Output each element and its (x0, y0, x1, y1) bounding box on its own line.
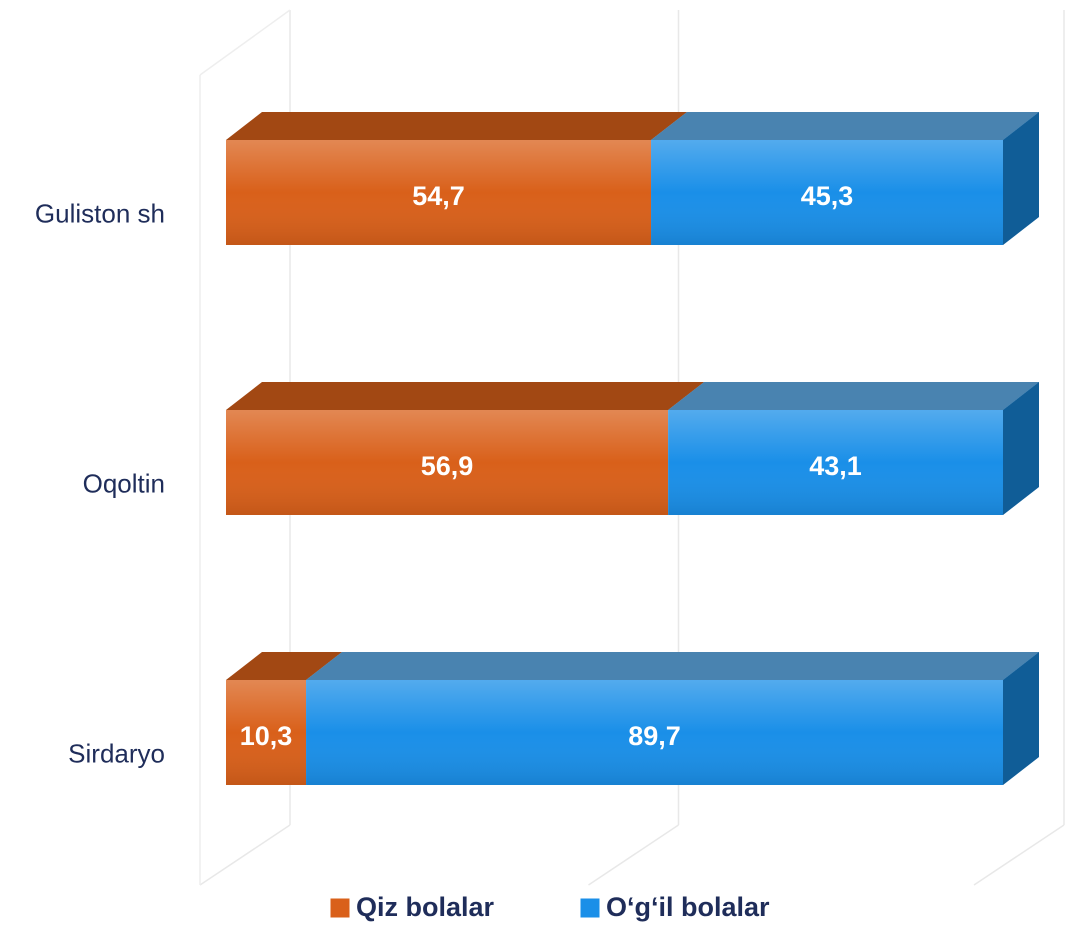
value-label: 56,9 (421, 451, 474, 481)
category-label: Oqoltin (83, 468, 165, 498)
value-label: 10,3 (240, 721, 293, 751)
bar-shade (306, 680, 1003, 785)
bar-top (226, 112, 688, 140)
bar-side-shade (1003, 382, 1039, 515)
bar-top-shade (668, 382, 1039, 410)
bar-shade (226, 140, 652, 245)
grid-floor (973, 824, 1065, 886)
value-label: 45,3 (801, 181, 854, 211)
bar-top-shade (651, 112, 1039, 140)
category-label: Sirdaryo (68, 738, 165, 768)
bar-top-shade (226, 112, 688, 140)
bar-side (1003, 652, 1039, 785)
bar-top (226, 652, 343, 680)
grid-wall (199, 9, 291, 76)
legend-label: Qiz bolalar (356, 892, 495, 922)
bar-side-shade (1003, 652, 1039, 785)
bar-side (1003, 382, 1039, 515)
legend-swatch (579, 897, 601, 919)
bar-top-shade (226, 652, 343, 680)
bar-shade (651, 140, 1003, 245)
bar-top-shade (306, 652, 1039, 680)
bar-side-shade (1003, 112, 1039, 245)
value-label: 43,1 (809, 451, 862, 481)
category-label: Guliston sh (35, 198, 165, 228)
bar-side (1003, 112, 1039, 245)
grid-floor (588, 824, 679, 886)
value-label: 89,7 (628, 721, 681, 751)
bar-shade (226, 410, 669, 515)
legend-swatch (329, 897, 351, 919)
value-label: 54,7 (412, 181, 465, 211)
legend-label: O‘g‘il bolalar (606, 892, 770, 922)
bar-top-shade (226, 382, 705, 410)
bars: Guliston sh 54,7 45,3 Oqoltin 56,9 43,1 Sirdar… (35, 112, 1039, 785)
bar-shade (668, 410, 1003, 515)
grid-floor (199, 824, 291, 886)
bar-shade (226, 680, 307, 785)
legend: Qiz bolalar O‘g‘il bolalar (329, 892, 770, 922)
bar-top (226, 382, 705, 410)
